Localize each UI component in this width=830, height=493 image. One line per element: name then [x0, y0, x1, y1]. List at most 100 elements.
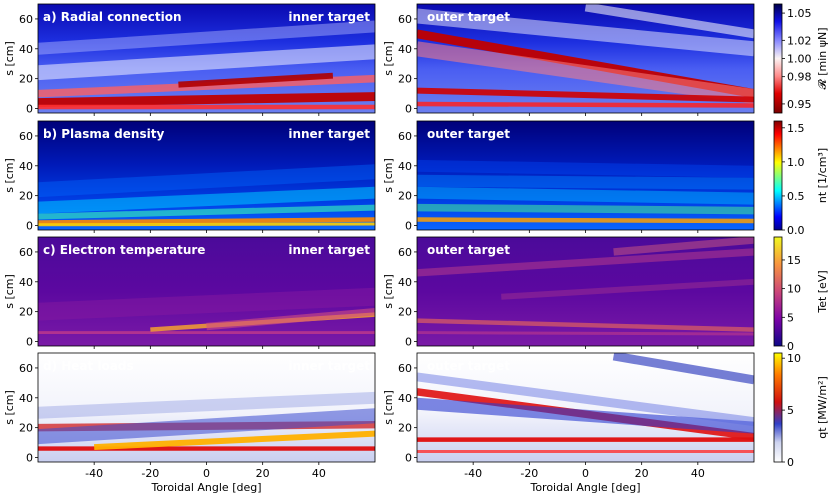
heatmap-band — [417, 372, 754, 427]
y-tick-label: 0 — [26, 220, 33, 233]
colorbar-gradient — [773, 352, 783, 463]
y-tick-label: 40 — [398, 276, 412, 289]
y-tick-label: 60 — [398, 130, 412, 143]
y-tick-label: 60 — [398, 362, 412, 375]
heatmap-band — [584, 4, 754, 39]
colorbar-gradient — [773, 236, 783, 347]
x-tick-label: 40 — [691, 467, 705, 480]
colorbar-tick-label: 1.02 — [787, 34, 812, 47]
x-tick-label: -20 — [520, 467, 538, 480]
panel-title: c) Electron temperature — [43, 243, 205, 257]
colorbar-label: Tet [eV] — [816, 270, 829, 313]
heatmap-band — [417, 186, 754, 205]
heatmap-band — [417, 174, 754, 190]
colorbar-label: 𝓡 [min ψN] — [816, 27, 829, 89]
heatmap-band — [417, 87, 754, 103]
y-tick-label: 40 — [19, 160, 33, 173]
target-label: outer target — [427, 359, 510, 373]
panel-2-outer: 0 20 40 60 s [cm] outer target — [382, 120, 755, 233]
heatmap-band — [417, 217, 754, 224]
heatmap-band — [417, 41, 754, 104]
panel-1-inner: 0 20 40 60 s [cm] a) Radial connection inner t… — [3, 3, 376, 116]
y-tick-label: 60 — [19, 130, 33, 143]
y-tick-label: 40 — [398, 392, 412, 405]
y-tick-label: 0 — [405, 220, 412, 233]
y-axis-label: s [cm] — [382, 390, 395, 425]
colorbar-tick-label: 0.0 — [787, 224, 805, 237]
target-label: inner target — [288, 127, 370, 141]
y-tick-label: 20 — [19, 422, 33, 435]
colorbar-tick-label: 1.05 — [787, 7, 812, 20]
y-tick-label: 0 — [405, 336, 412, 349]
y-tick-label: 60 — [19, 246, 33, 259]
colorbar-4: 0 5 10 qt [MW/m²] — [773, 352, 829, 469]
heatmap-band — [38, 74, 375, 98]
y-tick-label: 40 — [398, 43, 412, 56]
heatmap-band — [38, 287, 375, 321]
y-tick-label: 40 — [19, 276, 33, 289]
y-axis-label: s [cm] — [3, 274, 16, 309]
colorbar-tick-label: 1.0 — [787, 156, 805, 169]
colorbar-tick-label: 10 — [787, 283, 801, 296]
colorbar-tick-label: 1.00 — [787, 53, 812, 66]
y-tick-label: 60 — [398, 13, 412, 26]
colorbar-tick-label: 0.98 — [787, 71, 812, 84]
heatmap-band — [417, 331, 754, 336]
panel-title: b) Plasma density — [43, 127, 164, 141]
heatmap-band — [417, 8, 754, 57]
x-axis-label: Toroidal Angle [deg] — [529, 481, 640, 493]
colorbar-tick-label: 1.5 — [787, 122, 805, 135]
heatmap-band — [417, 397, 754, 434]
panel-title: a) Radial connection — [43, 10, 182, 24]
heatmap-band — [38, 391, 375, 419]
x-tick-label: -40 — [464, 467, 482, 480]
target-label: outer target — [427, 243, 510, 257]
colorbar-3: 0 5 10 15 Tet [eV] — [773, 236, 829, 353]
y-axis-label: s [cm] — [382, 41, 395, 76]
y-tick-label: 20 — [398, 190, 412, 203]
y-tick-label: 0 — [26, 452, 33, 465]
y-tick-label: 20 — [19, 73, 33, 86]
colorbar-tick-label: 10 — [787, 352, 801, 365]
heatmap-band — [38, 186, 375, 214]
y-axis-label: s [cm] — [382, 274, 395, 309]
heatmap-band — [612, 353, 754, 385]
x-tick-label: -40 — [85, 467, 103, 480]
heatmap-band — [417, 101, 754, 108]
y-tick-label: 20 — [398, 306, 412, 319]
y-tick-label: 60 — [19, 362, 33, 375]
y-tick-label: 40 — [398, 160, 412, 173]
x-tick-label: 40 — [312, 467, 326, 480]
heatmap-band — [94, 430, 375, 451]
y-tick-label: 0 — [405, 103, 412, 116]
x-tick-label: 20 — [256, 467, 270, 480]
y-tick-label: 60 — [19, 13, 33, 26]
colorbar-1: 0.95 0.98 1.00 1.02 1.05 𝓡 [min ψN] — [773, 3, 829, 114]
x-tick-label: 0 — [203, 467, 210, 480]
target-label: inner target — [288, 243, 370, 257]
heatmap-band — [417, 203, 754, 215]
colorbar-label: nt [1/cm³] — [816, 148, 829, 203]
heatmap-band — [38, 408, 375, 445]
y-tick-label: 60 — [398, 246, 412, 259]
colorbar-tick-label: 15 — [787, 254, 801, 267]
panel-4-inner: 0 20 40 60 s [cm] -40 -20 0 20 40 Toroidal Angle [… — [3, 352, 376, 493]
target-label: inner target — [288, 359, 370, 373]
x-axis-label: Toroidal Angle [deg] — [150, 481, 261, 493]
colorbar-label: qt [MW/m²] — [816, 376, 829, 439]
y-tick-label: 0 — [26, 103, 33, 116]
heatmap-band — [178, 72, 334, 88]
heatmap-band — [38, 44, 375, 81]
colorbar-tick-label: 0 — [787, 340, 794, 353]
panel-1-outer: 0 20 40 60 s [cm] outer target — [382, 3, 755, 116]
colorbar-tick-label: 0 — [787, 456, 794, 469]
heatmap-band — [38, 222, 375, 227]
colorbar-tick-label: 0.5 — [787, 190, 805, 203]
colorbar-tick-label: 0.95 — [787, 98, 812, 111]
heatmap-band — [501, 278, 754, 300]
colorbar-gradient — [773, 3, 783, 114]
target-label: inner target — [288, 10, 370, 24]
y-axis-label: s [cm] — [3, 390, 16, 425]
colorbar-gradient — [773, 120, 783, 231]
